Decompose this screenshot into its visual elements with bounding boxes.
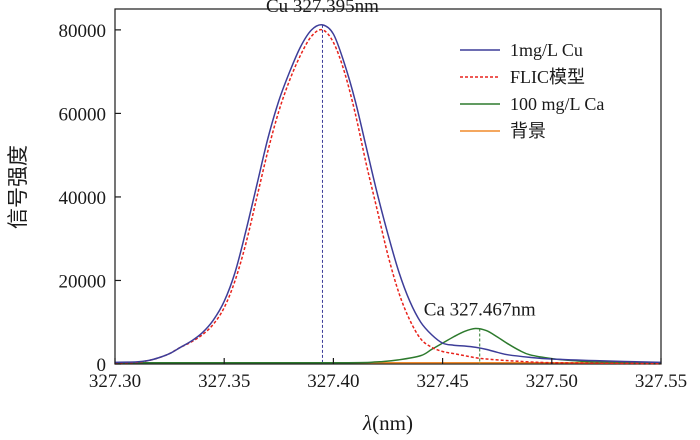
y-tick-label: 80000 (59, 21, 107, 42)
y-axis-label: 信号强度 (6, 145, 30, 229)
x-tick-label: 327.55 (635, 371, 687, 392)
series-line-100-mg-l-ca (114, 327, 662, 364)
y-tick-label: 0 (97, 355, 107, 376)
y-tick-label: 40000 (59, 188, 107, 209)
y-tick-label: 60000 (59, 104, 107, 125)
annotation-label-1: Cu 327.395nm (266, 0, 379, 17)
legend-label-1mg-l-cu: 1mg/L Cu (510, 40, 583, 60)
series-line-1mg-l-cu (114, 23, 662, 364)
plot-frame (114, 8, 662, 365)
x-tick-label: 327.30 (89, 371, 141, 392)
x-axis-label-symbol: λ (362, 411, 372, 435)
x-tick-label: 327.35 (198, 371, 250, 392)
x-tick-label: 327.50 (526, 371, 578, 392)
y-tick-label: 20000 (59, 271, 107, 292)
x-tick-label: 327.45 (416, 371, 468, 392)
legend-label-100-mg-l-ca: 100 mg/L Ca (510, 94, 604, 114)
annotation-label-2: Ca 327.467nm (424, 300, 536, 321)
x-axis-label: λ(nm) (362, 411, 413, 435)
x-axis-label-unit: (nm) (372, 411, 413, 435)
series-line-flic (114, 28, 662, 365)
legend-label-flic: FLIC模型 (510, 67, 585, 87)
x-tick-label: 327.40 (307, 371, 359, 392)
legend-label-series: 背景 (510, 121, 546, 141)
